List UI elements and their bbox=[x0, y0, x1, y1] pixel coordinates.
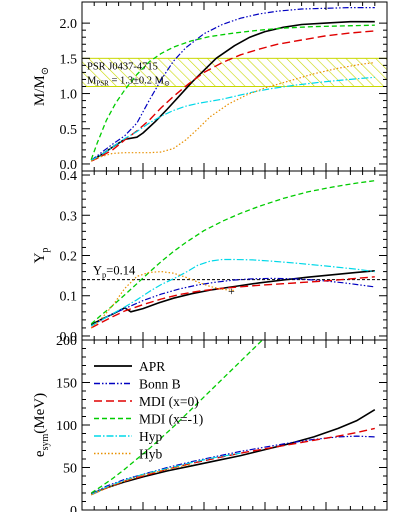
band-label-line2: MPSR = 1.3±0.2 M⊙ bbox=[87, 75, 170, 87]
series-line-Hyp bbox=[90, 76, 375, 161]
y-tick-label: 0.2 bbox=[60, 250, 78, 265]
y-axis-label: M/M⊙ bbox=[32, 67, 51, 106]
series-line-Hyp bbox=[90, 258, 375, 327]
y-tick-label: 0.5 bbox=[60, 123, 78, 138]
series-line-BonnB bbox=[90, 277, 375, 327]
legend-label-APR: APR bbox=[139, 359, 165, 374]
plot-area bbox=[82, 6, 387, 162]
series-line-Hyb bbox=[90, 463, 192, 496]
y-axis-label-main: M/M bbox=[32, 75, 48, 106]
plot-frame bbox=[81, 170, 388, 341]
legend-label-MDI0: MDI (x=0) bbox=[139, 394, 199, 409]
series-line-BonnB bbox=[90, 6, 375, 161]
y-tick-label: 50 bbox=[63, 462, 77, 477]
y-axis-label-rest: (MeV) bbox=[32, 393, 48, 434]
y-axis-label-sub: ⊙ bbox=[40, 67, 51, 75]
y-tick-label: 1.0 bbox=[60, 88, 78, 103]
plot-area bbox=[82, 180, 387, 329]
reference-line-label: Yp=0.14 bbox=[93, 264, 136, 280]
band-label-sun: ⊙ bbox=[164, 79, 170, 87]
y-tick-label: 0.3 bbox=[60, 209, 78, 224]
y-axis-label-main: Y bbox=[32, 252, 48, 263]
y-tick-label: 0.4 bbox=[60, 169, 78, 184]
y-axis-label: Yp bbox=[32, 248, 51, 264]
y-tick-label: 2.0 bbox=[60, 17, 78, 32]
series-line-APR bbox=[90, 409, 376, 495]
y-tick-label: 0.0 bbox=[60, 158, 78, 173]
series-line-MDI1 bbox=[90, 180, 375, 325]
constraint-band bbox=[82, 57, 387, 87]
series-line-APR bbox=[90, 20, 375, 162]
plot-area bbox=[90, 340, 376, 496]
panel-proton-fraction: Yp=0.14+0.00.10.20.30.4Yp bbox=[32, 169, 388, 345]
reference-label-rest: =0.14 bbox=[106, 264, 136, 278]
series-line-BonnB bbox=[90, 435, 375, 495]
panel-symmetry-energy: 0 50 100 150 200 esym(MeV) APR Bonn B MDI (x=0) M… bbox=[32, 334, 388, 512]
series-line-MDI1 bbox=[90, 340, 264, 494]
y-tick-label: 0.1 bbox=[60, 290, 78, 305]
series-line-Hyb bbox=[90, 62, 375, 162]
legend-label-MDI1: MDI (x=-1) bbox=[139, 412, 203, 427]
series-line-MDI1 bbox=[90, 24, 375, 160]
band-label-main: M bbox=[87, 75, 97, 86]
y-tick-label: 0 bbox=[70, 504, 77, 512]
series-line-MDI0 bbox=[90, 30, 375, 162]
band-label-rest: = 1.3±0.2 M bbox=[109, 75, 165, 86]
legend: APR Bonn B MDI (x=0) MDI (x=-1) Hyp Hyb bbox=[94, 359, 203, 462]
legend-label-Hyb: Hyb bbox=[139, 447, 162, 462]
reference-label-sub: p bbox=[102, 270, 106, 280]
y-axis-label-main: e bbox=[32, 450, 48, 457]
y-tick-label: 150 bbox=[56, 377, 77, 392]
y-tick-label: 0.0 bbox=[60, 330, 78, 345]
y-axis-label-sub: p bbox=[40, 248, 51, 253]
series-line-Hyp bbox=[90, 452, 241, 496]
series-line-MDI0 bbox=[90, 276, 375, 329]
band-label-line1: PSR J0437-4715 bbox=[87, 61, 158, 72]
y-axis-label-sub: sym bbox=[40, 434, 51, 451]
data-marker: + bbox=[228, 284, 235, 298]
legend-label-Hyp: Hyp bbox=[139, 429, 162, 444]
y-tick-label: 200 bbox=[56, 334, 77, 349]
legend-label-BonnB: Bonn B bbox=[139, 377, 181, 392]
y-tick-label: 1.5 bbox=[60, 52, 78, 67]
y-tick-label: 100 bbox=[56, 419, 77, 434]
band-label-sub: PSR bbox=[96, 79, 109, 87]
y-axis-label: esym(MeV) bbox=[32, 393, 51, 457]
reference-label-main: Y bbox=[93, 264, 102, 278]
